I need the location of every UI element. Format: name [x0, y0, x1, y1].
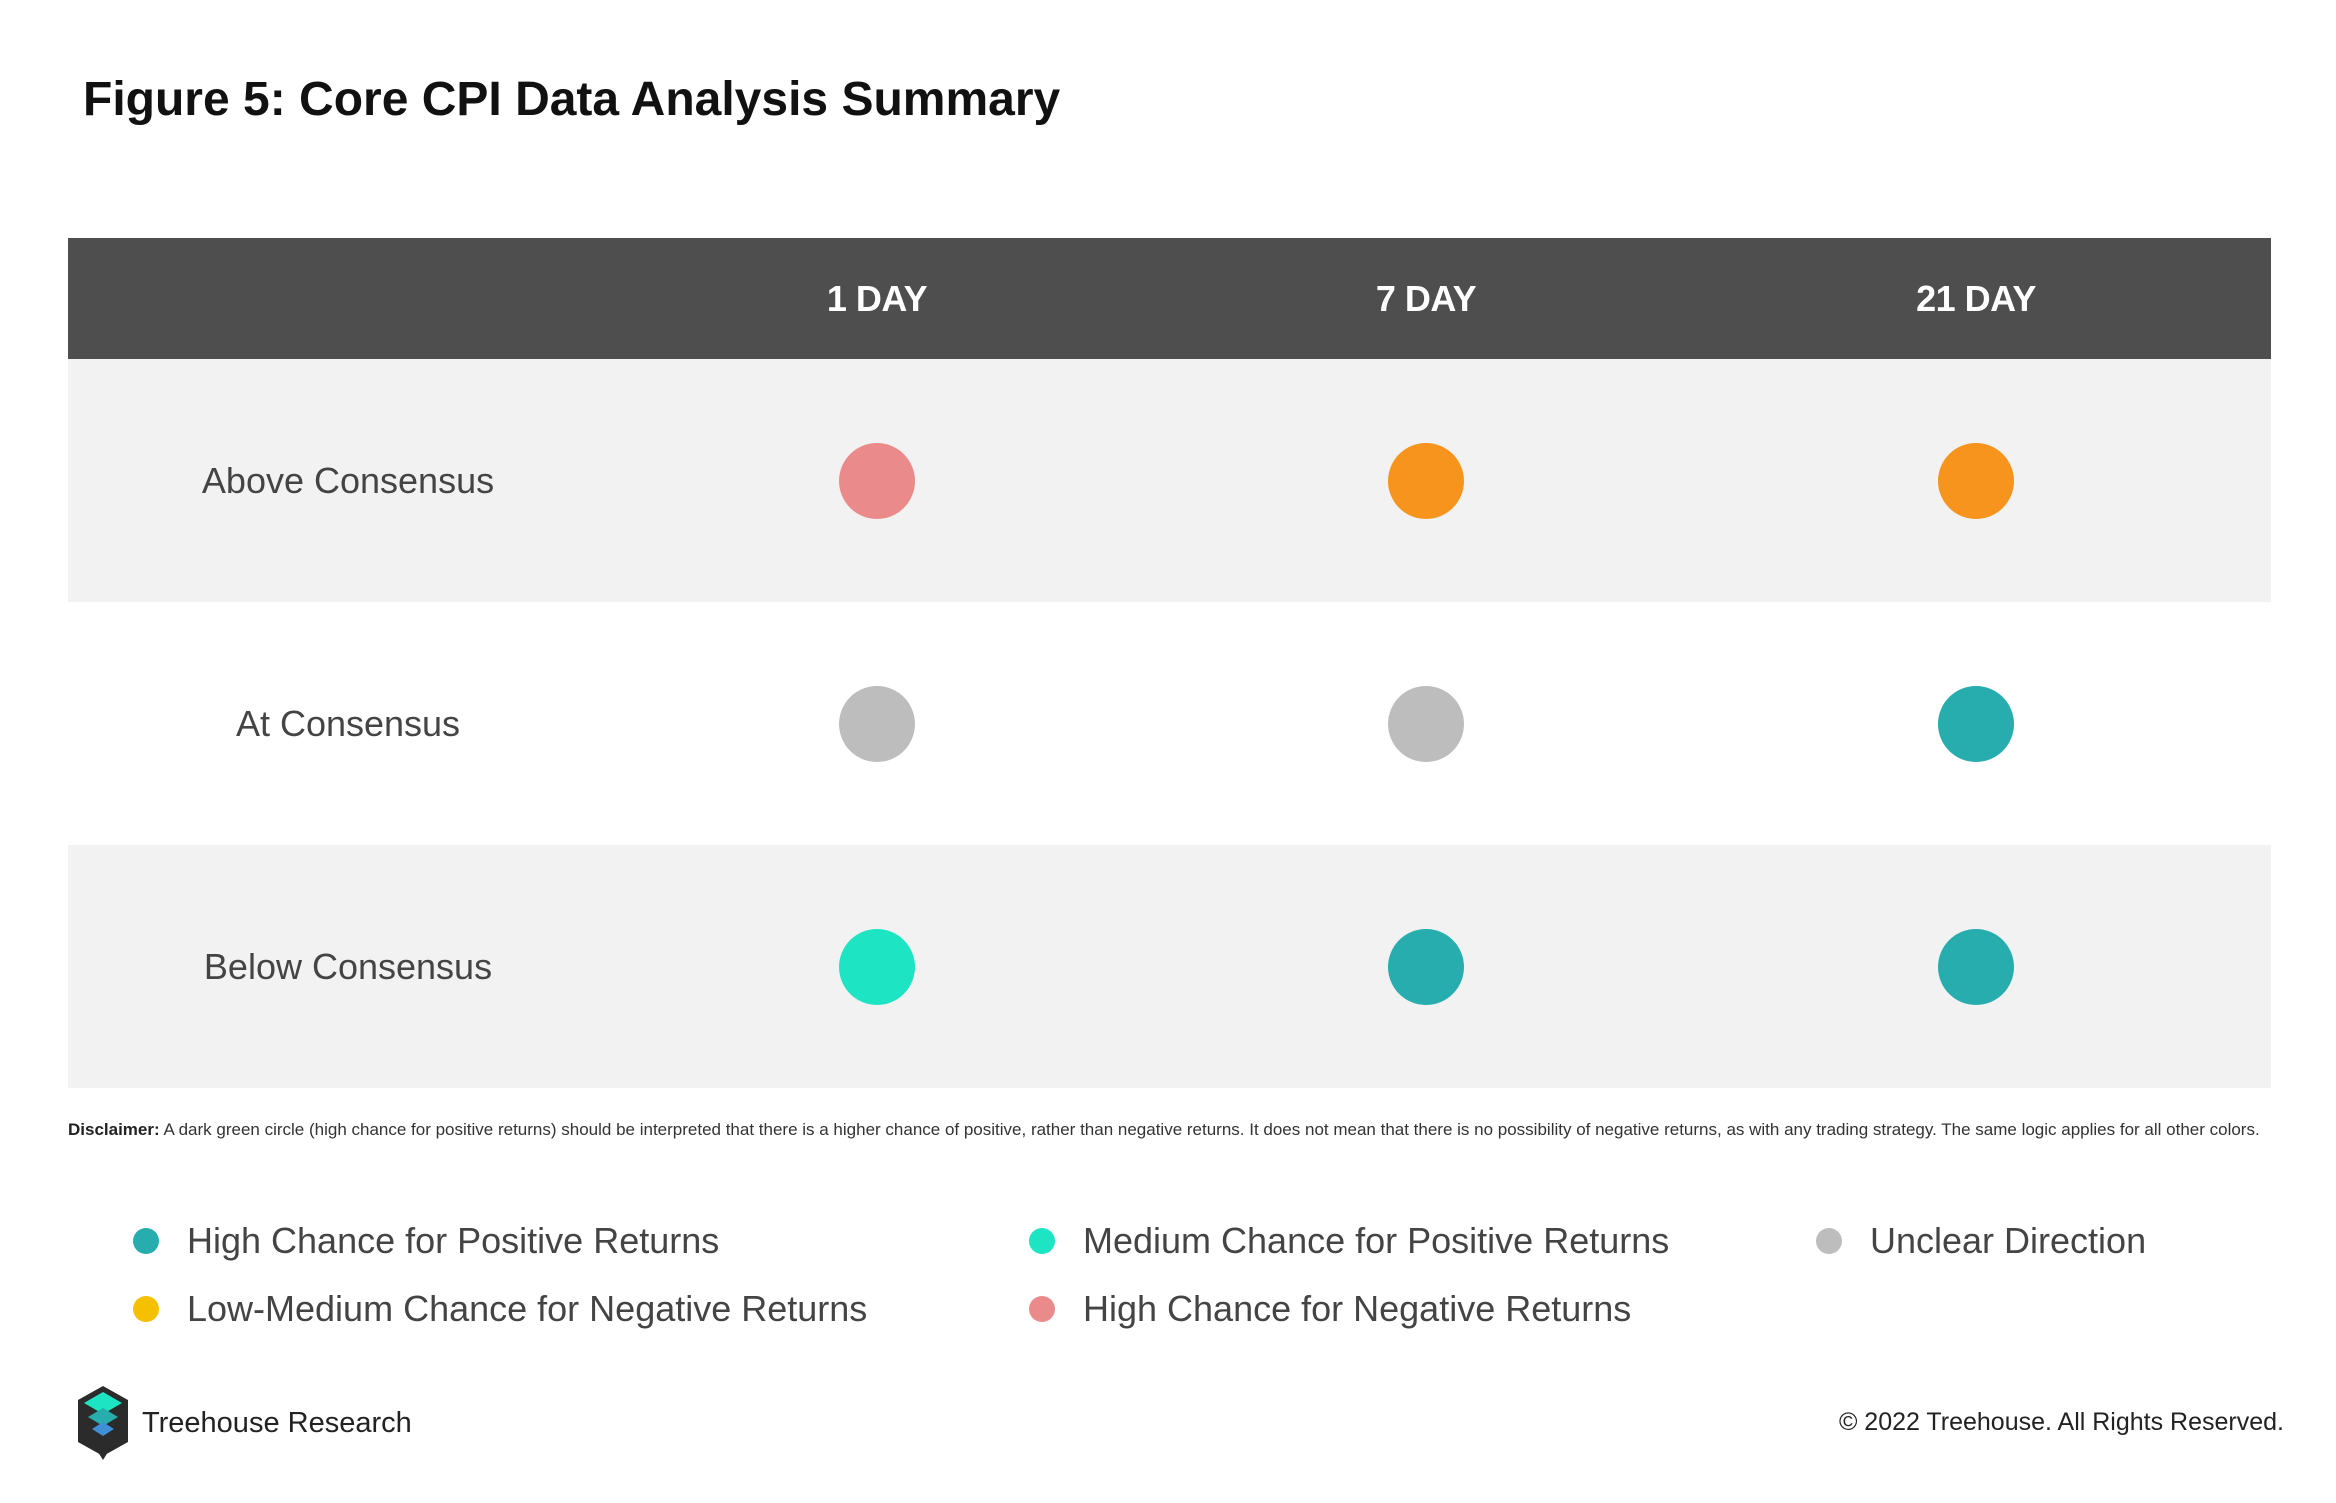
page-title: Figure 5: Core CPI Data Analysis Summary — [83, 73, 1061, 126]
legend-item-high-positive: High Chance for Positive Returns — [133, 1219, 719, 1263]
brand: Treehouse Research — [78, 1386, 412, 1460]
legend-item-high-negative: High Chance for Negative Returns — [1029, 1287, 1631, 1331]
legend-dot — [133, 1296, 159, 1322]
signal-dot-below-7-day — [1388, 929, 1464, 1005]
column-header-7-day: 7 DAY — [1375, 278, 1477, 319]
signal-dot-above-21-day — [1938, 443, 2014, 519]
legend-label: Unclear Direction — [1870, 1220, 2147, 1261]
legend-label: Medium Chance for Positive Returns — [1083, 1220, 1670, 1261]
row-label-below-consensus: Below Consensus — [203, 946, 493, 987]
legend-item-low-medium-negative: Low-Medium Chance for Negative Returns — [133, 1287, 867, 1331]
row-label-at-consensus: At Consensus — [235, 703, 461, 744]
table-row-below-consensus: Below Consensus — [68, 845, 2271, 1088]
legend-dot — [1029, 1296, 1055, 1322]
table-row-at-consensus: At Consensus — [68, 602, 2271, 845]
legend-label: High Chance for Positive Returns — [187, 1220, 720, 1261]
legend-label: High Chance for Negative Returns — [1083, 1288, 1632, 1329]
signal-dot-at-7-day — [1388, 686, 1464, 762]
copyright: © 2022 Treehouse. All Rights Reserved. — [1838, 1408, 2284, 1436]
legend-dot — [1029, 1228, 1055, 1254]
legend-label: Low-Medium Chance for Negative Returns — [187, 1288, 868, 1329]
signal-dot-at-21-day — [1938, 686, 2014, 762]
signal-dot-below-1-day — [839, 929, 915, 1005]
disclaimer: Disclaimer: A dark green circle (high ch… — [68, 1116, 2278, 1143]
treehouse-logo-icon — [78, 1386, 128, 1460]
table-header: 1 DAY 7 DAY 21 DAY — [68, 238, 2271, 359]
signal-dot-above-7-day — [1388, 443, 1464, 519]
column-header-1-day: 1 DAY — [826, 278, 928, 319]
signal-dot-at-1-day — [839, 686, 915, 762]
legend-item-unclear: Unclear Direction — [1816, 1219, 2146, 1263]
disclaimer-text: A dark green circle (high chance for pos… — [159, 1120, 2260, 1139]
summary-table: 1 DAY 7 DAY 21 DAY Above Consensus At Co… — [68, 238, 2271, 1088]
legend-dot — [1816, 1228, 1842, 1254]
signal-dot-below-21-day — [1938, 929, 2014, 1005]
column-header-21-day: 21 DAY — [1916, 278, 2036, 319]
legend-dot — [133, 1228, 159, 1254]
brand-name: Treehouse Research — [142, 1406, 412, 1439]
table-row-above-consensus: Above Consensus — [68, 359, 2271, 602]
signal-dot-above-1-day — [839, 443, 915, 519]
row-label-above-consensus: Above Consensus — [201, 460, 495, 501]
legend-item-medium-positive: Medium Chance for Positive Returns — [1029, 1219, 1669, 1263]
disclaimer-label: Disclaimer: — [68, 1120, 160, 1139]
